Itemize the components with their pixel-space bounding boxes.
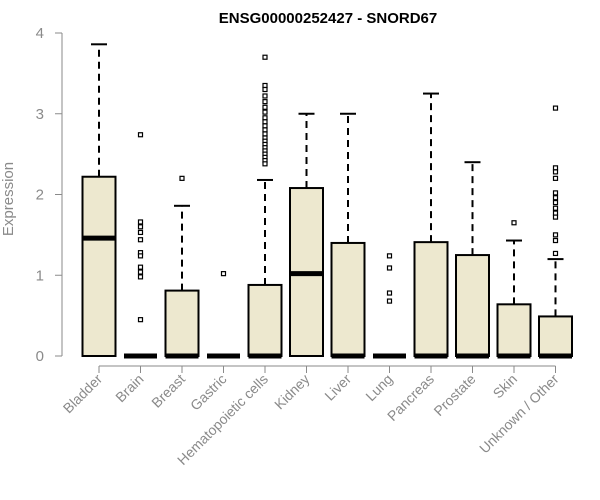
outlier-point [179,175,185,181]
x-tick-label: Skin [490,371,521,402]
outlier-point [262,123,268,129]
outlier-point [552,195,559,201]
outlier-point [552,199,559,206]
outlier-point [552,205,559,211]
x-tick-label: Bladder [60,371,106,417]
outlier-point [386,253,393,259]
outlier-point [552,105,559,111]
box-group [247,54,283,359]
outlier-point [386,298,393,304]
box-iqr [330,241,366,357]
x-tick-label: Lung [362,371,395,404]
outlier-point [137,224,144,230]
box-iqr [455,254,490,357]
outlier-point [552,165,559,171]
outlier-point [262,99,268,105]
y-tick-label: 3 [36,106,44,123]
box-group [81,43,117,357]
outlier-point [262,86,268,93]
x-tick-label: Kidney [271,371,313,413]
outlier-point [552,214,559,220]
outlier-point [552,190,559,196]
outlier-point [552,210,559,216]
outlier-point [137,264,144,270]
outlier-point [511,220,517,226]
box-group [124,132,157,359]
outlier-point [220,271,227,277]
outlier-point [262,93,268,99]
box-group [207,271,240,359]
x-tick-label: Brain [112,371,146,405]
outlier-point [262,109,268,115]
y-axis-label: Expression [0,162,17,236]
y-tick-label: 0 [36,348,44,365]
outlier-point [137,237,144,243]
x-tick-label: Prostate [430,371,478,419]
outlier-point [552,169,559,175]
box-group [538,105,573,359]
outlier-point [386,265,393,271]
box-iqr [496,303,532,358]
outlier-point [262,82,268,89]
outlier-point [137,317,144,323]
outlier-point [137,269,144,275]
outlier-point [262,104,268,110]
outlier-point [262,161,268,167]
outlier-point [262,127,268,133]
box-iqr [164,289,200,357]
box-group [164,175,200,359]
outlier-point [262,119,268,125]
box-group [373,253,406,359]
outlier-point [137,274,144,280]
outlier-point [262,115,268,121]
outlier-point [262,54,268,60]
box-iqr [247,283,283,357]
y-tick-label: 1 [36,267,44,284]
outlier-point [386,290,393,296]
box-iqr [413,241,449,357]
outlier-point [552,237,559,244]
x-tick-label: Unknown / Other [476,371,562,457]
outlier-point [552,175,559,181]
box-group [330,112,366,359]
x-tick-label: Breast [148,371,188,411]
boxes [81,43,573,359]
outlier-point [137,132,144,138]
outlier-point [137,253,144,259]
box-iqr [81,175,117,357]
y-tick-label: 2 [36,187,44,204]
box-iqr [538,315,573,357]
x-tick-label: Liver [321,371,354,404]
box-group [413,92,449,359]
chart-title: ENSG00000252427 - SNORD67 [219,10,437,27]
box-group [455,161,490,359]
box-group [496,220,532,359]
outlier-point [552,232,559,238]
outlier-point [262,131,268,137]
outlier-point [137,219,144,225]
y-axis: 0 1 2 3 4 [36,25,63,365]
outlier-point [552,250,559,257]
outlier-point [137,229,144,236]
box-group [289,112,324,357]
y-tick-label: 4 [36,25,44,42]
